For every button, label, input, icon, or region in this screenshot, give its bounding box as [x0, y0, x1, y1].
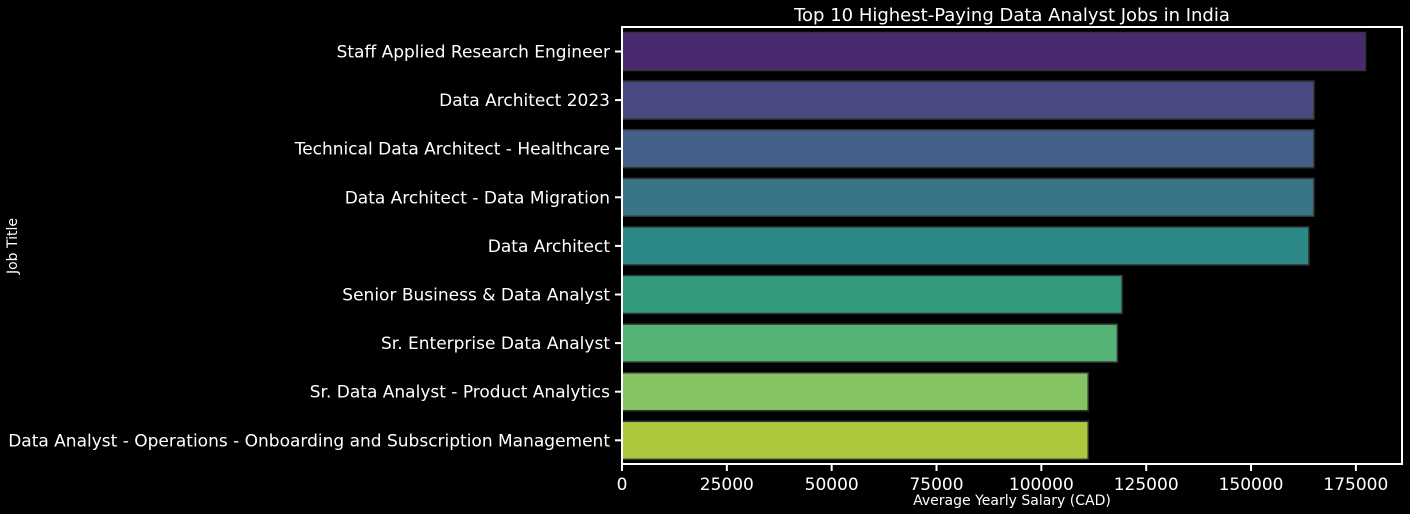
category-label: Data Architect - Data Migration [345, 188, 610, 208]
bar [621, 80, 1315, 120]
category-label: Data Architect [488, 237, 611, 257]
x-tick-label: 25000 [700, 475, 754, 495]
x-tick-label: 50000 [805, 475, 859, 495]
category-label: Data Analyst - Operations - Onboarding a… [8, 431, 610, 451]
y-axis-label: Job Title [5, 218, 21, 275]
bar [621, 177, 1315, 218]
x-tick-label: 150000 [1219, 475, 1284, 495]
bar [621, 226, 1310, 266]
category-label: Data Architect 2023 [439, 91, 610, 111]
category-label: Senior Business & Data Analyst [342, 286, 610, 306]
bar [621, 128, 1315, 169]
x-tick-label: 75000 [909, 475, 963, 495]
bar [621, 274, 1123, 315]
x-axis-label: Average Yearly Salary (CAD) [913, 493, 1111, 509]
bar [621, 371, 1089, 412]
x-tick-label: 100000 [1009, 475, 1074, 495]
bar [621, 323, 1119, 363]
x-ticks-group: 0 25000 50000 75000 100000 125000 150000 175000 [617, 464, 1388, 495]
bars-group [621, 31, 1367, 461]
plot-frame [621, 26, 1403, 465]
x-tick-label: 175000 [1323, 475, 1388, 495]
category-label: Sr. Data Analyst - Product Analytics [310, 383, 610, 403]
x-tick-label: 0 [617, 475, 628, 495]
bar [621, 31, 1367, 72]
category-label: Sr. Enterprise Data Analyst [381, 334, 610, 354]
bar [621, 420, 1089, 461]
category-label: Staff Applied Research Engineer [337, 43, 610, 63]
category-label: Technical Data Architect - Healthcare [294, 140, 610, 160]
x-tick-label: 125000 [1114, 475, 1179, 495]
chart-title: Top 10 Highest-Paying Data Analyst Jobs … [793, 5, 1230, 26]
category-labels-group: Staff Applied Research Engineer Data Arch… [8, 43, 622, 451]
